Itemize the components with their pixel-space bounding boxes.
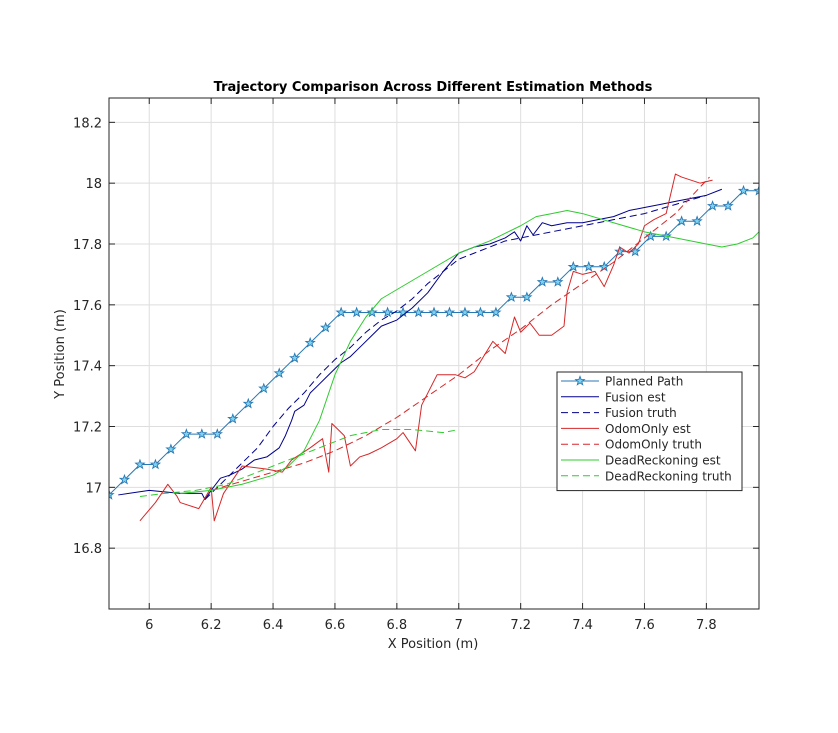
series-deadreckoning-truth <box>139 429 459 497</box>
data-point-planned-path <box>552 276 564 287</box>
data-point-planned-path <box>196 428 208 439</box>
series-deadreckoning-est <box>180 210 759 494</box>
x-tick-label: 7 <box>455 618 463 633</box>
data-point-planned-path <box>583 260 595 272</box>
legend-label-deadreckoning-est: DeadReckoning est <box>605 454 721 468</box>
data-point-planned-path <box>242 397 254 409</box>
series-line-fusion-est <box>118 188 723 500</box>
y-tick-label: 16.8 <box>73 542 102 557</box>
plot-frame <box>108 97 760 610</box>
legend-label-odomonly-est: OdomOnly est <box>605 422 691 436</box>
data-point-planned-path <box>505 291 518 303</box>
series-odomonly-truth <box>210 176 710 491</box>
data-point-planned-path <box>180 428 193 439</box>
legend-label-fusion-truth: Fusion truth <box>605 406 677 420</box>
x-axis-label: X Position (m) <box>388 637 479 652</box>
series-line-deadreckoning-est <box>180 210 759 494</box>
data-point-planned-path <box>428 306 440 318</box>
y-axis-label: Y Position (m) <box>53 309 68 400</box>
legend-box <box>556 371 743 492</box>
data-point-planned-path <box>273 367 285 379</box>
data-point-planned-path <box>350 306 363 318</box>
data-point-planned-path <box>211 428 223 439</box>
x-tick-label: 7.8 <box>696 618 717 633</box>
data-point-planned-path <box>675 215 688 226</box>
data-point-planned-path <box>335 306 347 318</box>
data-point-planned-path <box>521 291 533 303</box>
data-point-planned-path <box>459 306 471 318</box>
legend-label-deadreckoning-truth: DeadReckoning truth <box>605 469 732 483</box>
data-point-planned-path <box>474 306 487 318</box>
data-point-planned-path <box>567 260 579 272</box>
series-line-deadreckoning-truth <box>139 429 459 497</box>
series-line-odomonly-est <box>139 173 713 522</box>
data-point-planned-path <box>722 200 734 211</box>
y-tick-label: 17.8 <box>73 238 102 253</box>
data-point-planned-path <box>536 276 548 287</box>
data-point-planned-path <box>366 306 378 318</box>
data-point-planned-path <box>443 306 456 318</box>
data-point-planned-path <box>490 306 502 318</box>
grid-lines <box>109 98 759 609</box>
data-point-planned-path <box>304 336 316 348</box>
chart-title: Trajectory Comparison Across Different E… <box>214 80 653 95</box>
data-point-planned-path <box>320 321 332 333</box>
series-odomonly-est <box>139 173 713 522</box>
y-tick-label: 18 <box>85 177 102 192</box>
y-tick-label: 17 <box>85 481 102 496</box>
data-point-planned-path <box>397 306 409 318</box>
x-tick-label: 7.6 <box>634 618 655 633</box>
axis-ticks: 6 6.2 6.4 6.6 6.8 7 7.2 7.4 7.6 7.8 16.8 17 17.2 17.4… <box>73 98 759 633</box>
data-point-planned-path <box>227 412 239 424</box>
y-tick-label: 17.2 <box>73 421 102 436</box>
data-point-planned-path <box>289 352 301 363</box>
data-point-planned-path <box>691 215 703 226</box>
data-point-planned-path <box>109 489 115 500</box>
y-tick-label: 17.4 <box>73 360 102 375</box>
data-point-planned-path <box>614 245 626 257</box>
data-point-planned-path <box>118 473 131 485</box>
x-tick-label: 6 <box>145 618 153 633</box>
x-tick-label: 6.6 <box>325 618 346 633</box>
series-fusion-est <box>118 188 723 500</box>
legend-label-fusion-est: Fusion est <box>605 390 666 404</box>
series-layer <box>109 173 759 522</box>
data-point-planned-path <box>737 184 750 196</box>
data-point-planned-path <box>149 458 162 470</box>
data-point-planned-path <box>134 458 146 470</box>
data-point-planned-path <box>753 184 759 196</box>
data-point-planned-path <box>645 230 657 242</box>
plot-area <box>109 98 759 609</box>
y-tick-label: 17.6 <box>73 299 102 314</box>
series-line-odomonly-truth <box>210 176 710 491</box>
x-tick-label: 7.2 <box>510 618 531 633</box>
data-point-planned-path <box>706 200 719 211</box>
series-planned-path <box>109 184 759 500</box>
legend-label-planned-path: Planned Path <box>605 375 683 389</box>
x-tick-label: 6.4 <box>263 618 284 633</box>
legend-label-odomonly-truth: OdomOnly truth <box>605 438 702 452</box>
x-tick-label: 6.2 <box>201 618 222 633</box>
x-tick-label: 6.8 <box>387 618 408 633</box>
legend-marker-planned-path <box>574 375 586 386</box>
y-tick-label: 18.2 <box>73 116 102 131</box>
x-tick-label: 7.4 <box>572 618 593 633</box>
data-point-planned-path <box>258 382 270 394</box>
series-line-fusion-truth <box>204 194 707 500</box>
series-fusion-truth <box>204 194 707 500</box>
data-point-planned-path <box>165 443 177 455</box>
data-point-planned-path <box>412 306 425 318</box>
data-point-planned-path <box>381 306 394 318</box>
